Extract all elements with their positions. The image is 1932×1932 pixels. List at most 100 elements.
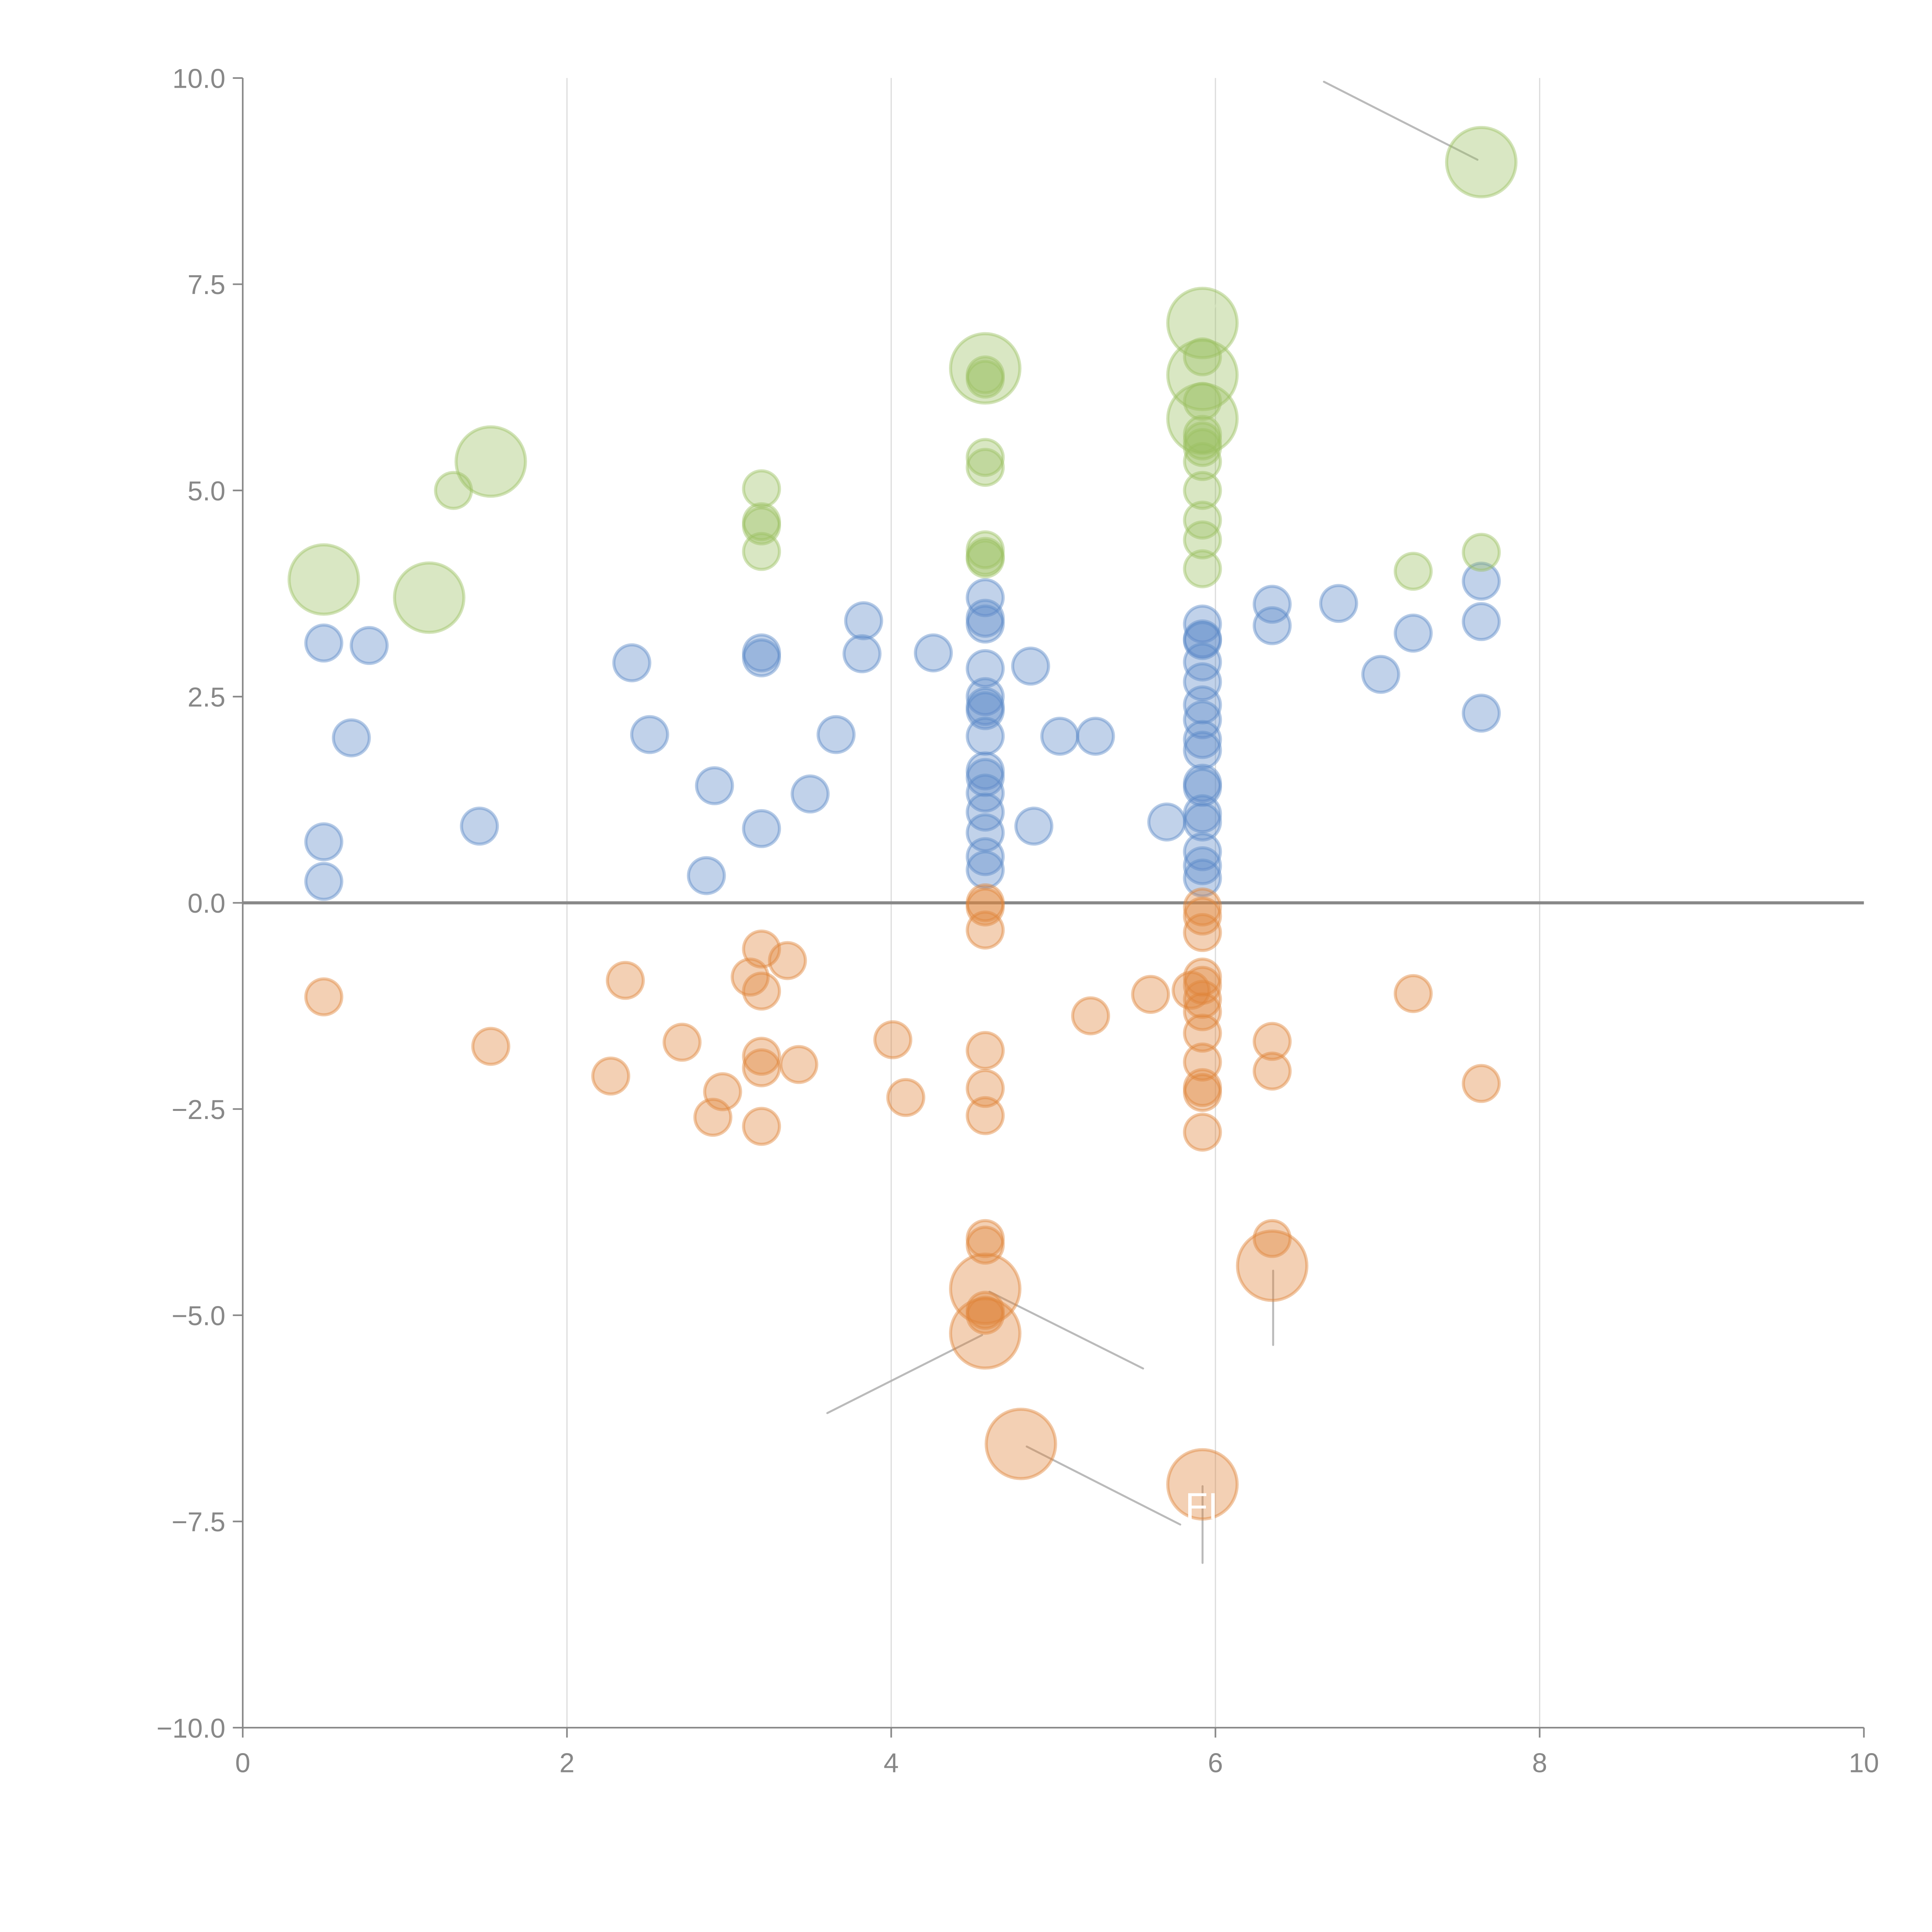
data-point xyxy=(1183,1073,1222,1112)
data-point xyxy=(844,601,883,640)
data-point xyxy=(966,359,1005,399)
data-point xyxy=(1071,996,1110,1036)
data-point xyxy=(1040,716,1080,756)
data-point xyxy=(985,1408,1057,1480)
leader-line xyxy=(1206,295,1225,317)
data-point xyxy=(1183,382,1222,421)
data-point xyxy=(966,599,1005,638)
data-point xyxy=(1361,655,1400,694)
leader-line xyxy=(325,545,342,575)
data-point xyxy=(1014,806,1054,846)
data-point xyxy=(304,623,344,663)
data-point xyxy=(1183,832,1222,871)
y-tick-label: −5.0 xyxy=(172,1300,225,1331)
data-point xyxy=(742,1037,781,1076)
data-point xyxy=(591,1056,631,1096)
data-point xyxy=(914,633,953,673)
data-point xyxy=(662,1022,702,1062)
y-tick-label: 2.5 xyxy=(187,682,225,713)
data-point xyxy=(1252,585,1292,624)
y-tick-label: −10.0 xyxy=(156,1713,225,1743)
data-point xyxy=(1183,859,1222,898)
x-tick-label: 6 xyxy=(1208,1748,1223,1778)
data-point xyxy=(434,471,473,510)
data-point xyxy=(304,977,344,1017)
data-point xyxy=(966,1096,1005,1135)
x-tick-label: 0 xyxy=(235,1748,250,1778)
point-label: FI xyxy=(1185,1486,1218,1527)
data-point xyxy=(966,687,1005,726)
data-point xyxy=(1166,1448,1239,1521)
data-point xyxy=(742,638,781,678)
data-point xyxy=(304,822,344,862)
data-point xyxy=(1183,794,1222,833)
data-point xyxy=(1183,966,1222,1005)
data-point xyxy=(1166,382,1239,455)
data-point xyxy=(1183,415,1222,454)
data-point xyxy=(1183,700,1222,740)
data-point xyxy=(454,425,527,498)
data-point xyxy=(966,1069,1005,1108)
data-point xyxy=(1183,500,1222,540)
data-point xyxy=(1183,337,1222,376)
data-point xyxy=(1131,975,1170,1014)
data-point xyxy=(966,837,1005,876)
leader-line xyxy=(988,1291,1144,1370)
data-point xyxy=(1183,1014,1222,1053)
data-point xyxy=(1183,604,1222,644)
data-point xyxy=(1172,971,1211,1010)
data-point xyxy=(1183,731,1222,770)
data-point xyxy=(1319,584,1358,623)
data-point xyxy=(1183,520,1222,560)
data-point xyxy=(1236,1230,1309,1302)
data-point xyxy=(742,809,781,848)
data-point xyxy=(1183,685,1222,724)
data-point xyxy=(791,774,830,814)
data-point xyxy=(949,332,1022,405)
y-tick-label: 10.0 xyxy=(172,63,225,94)
leader-line xyxy=(1323,80,1479,161)
data-point xyxy=(1183,662,1222,701)
data-point xyxy=(1183,619,1222,658)
data-point xyxy=(1183,621,1222,660)
data-point xyxy=(966,850,1005,889)
data-point xyxy=(1183,549,1222,588)
data-point xyxy=(1011,646,1050,686)
data-point xyxy=(966,883,1005,923)
data-point xyxy=(742,971,781,1011)
leader-line xyxy=(1209,420,1242,430)
data-point xyxy=(966,1225,1005,1265)
data-point xyxy=(1183,421,1222,461)
label-leader-lines xyxy=(325,80,1479,1564)
data-point xyxy=(966,649,1005,688)
series-blue xyxy=(304,561,1501,901)
data-point xyxy=(1252,1022,1292,1061)
data-point xyxy=(1252,1219,1292,1258)
data-point xyxy=(687,856,726,895)
leader-line xyxy=(826,1334,983,1414)
data-point xyxy=(966,539,1005,578)
data-point xyxy=(742,1048,781,1087)
y-tick-label: −2.5 xyxy=(172,1094,225,1125)
data-point xyxy=(966,751,1005,791)
data-point xyxy=(966,530,1005,570)
data-point xyxy=(742,502,781,541)
data-point xyxy=(1183,1068,1222,1107)
data-point xyxy=(966,910,1005,950)
data-point xyxy=(1166,287,1239,359)
data-point xyxy=(742,1107,781,1146)
data-point xyxy=(304,862,344,901)
data-point xyxy=(1183,802,1222,842)
data-point xyxy=(949,1297,1022,1370)
data-point xyxy=(966,578,1005,617)
data-point xyxy=(742,532,781,571)
data-point xyxy=(966,1219,1005,1258)
series-green xyxy=(287,126,1518,634)
data-point xyxy=(1183,992,1222,1031)
data-point xyxy=(1183,846,1222,885)
data-point xyxy=(1462,561,1501,601)
data-point xyxy=(1462,532,1501,572)
data-point xyxy=(768,941,807,980)
data-point xyxy=(742,469,781,509)
data-point xyxy=(966,1031,1005,1070)
